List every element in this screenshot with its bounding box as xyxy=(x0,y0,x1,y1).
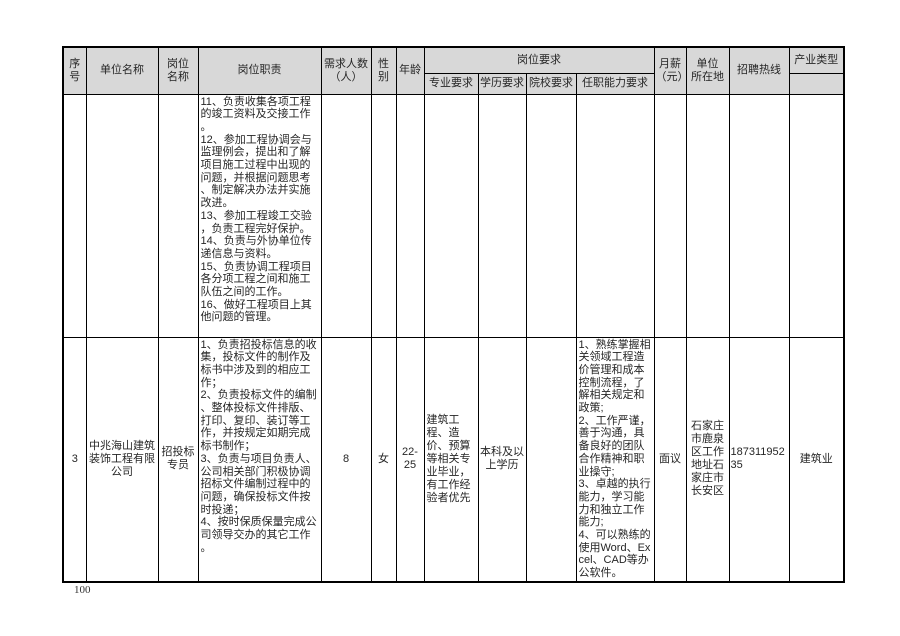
table-row-3: 3 中兆海山建筑装饰工程有限公司 招投标专员 1、负责招投标信息的收集，投标文件… xyxy=(62,336,845,583)
header-competency-requirement: 任职能力要求 xyxy=(575,72,655,95)
row0-cell-gender xyxy=(370,93,397,338)
header-serial-number: 序号 xyxy=(62,46,87,95)
row1-cell-school xyxy=(525,336,577,583)
row0-cell-salary xyxy=(653,93,687,338)
header-industry-type: 产业类型 xyxy=(788,46,845,74)
row0-cell-age xyxy=(395,93,425,338)
row1-cell-gender: 女 xyxy=(370,336,397,583)
row1-cell-serial: 3 xyxy=(62,336,87,583)
header-job-requirements-group: 岗位要求 xyxy=(423,46,655,74)
row0-cell-serial xyxy=(62,93,87,338)
header-position-name: 岗位 名称 xyxy=(157,46,199,95)
row1-cell-education: 本科及以上学历 xyxy=(477,336,527,583)
row0-cell-industry xyxy=(788,93,845,338)
table-header: 序号 单位名称 岗位 名称 岗位职责 需求人数 （人） 性 别 年龄 岗位要求 … xyxy=(62,46,845,95)
row0-cell-school xyxy=(525,93,577,338)
header-age: 年龄 xyxy=(395,46,425,95)
row0-cell-major xyxy=(423,93,479,338)
row0-cell-unit xyxy=(85,93,159,338)
row1-cell-duties: 1、负责招投标信息的收集，投标文件的制作及标书中涉及到的相应工作； 2、负责投标… xyxy=(197,336,322,583)
page-number: 100 xyxy=(74,584,91,596)
row0-cell-hotline xyxy=(728,93,790,338)
header-industry-type-sub xyxy=(788,72,845,95)
header-school-requirement: 院校要求 xyxy=(525,72,577,95)
row1-cell-location: 石家庄市鹿泉区工作地址石家庄市长安区 xyxy=(685,336,730,583)
row1-cell-salary: 面议 xyxy=(653,336,687,583)
row0-cell-competency xyxy=(575,93,655,338)
row1-cell-hotline: 18731195235 xyxy=(728,336,790,583)
row0-cell-headcount xyxy=(320,93,372,338)
table-row-continuation: 11、负责收集各项工程的竣工资料及交接工作。 12、参加工程协调会与监理例会，提… xyxy=(62,93,845,338)
header-headcount: 需求人数 （人） xyxy=(320,46,372,95)
row1-cell-age: 22-25 xyxy=(395,336,425,583)
row1-cell-major: 建筑工程、造价、预算等相关专业毕业，有工作经验者优先 xyxy=(423,336,479,583)
header-gender: 性 别 xyxy=(370,46,397,95)
header-unit-name: 单位名称 xyxy=(85,46,159,95)
row0-cell-duties: 11、负责收集各项工程的竣工资料及交接工作。 12、参加工程协调会与监理例会，提… xyxy=(197,93,322,338)
recruitment-table: 序号 单位名称 岗位 名称 岗位职责 需求人数 （人） 性 别 年龄 岗位要求 … xyxy=(62,46,845,583)
header-job-duties: 岗位职责 xyxy=(197,46,322,95)
header-education-requirement: 学历要求 xyxy=(477,72,527,95)
row0-cell-education xyxy=(477,93,527,338)
row0-cell-position xyxy=(157,93,199,338)
row1-cell-industry: 建筑业 xyxy=(788,336,845,583)
header-recruitment-hotline: 招聘热线 xyxy=(728,46,790,95)
row0-cell-location xyxy=(685,93,730,338)
row1-cell-position: 招投标专员 xyxy=(157,336,199,583)
header-major-requirement: 专业要求 xyxy=(423,72,479,95)
row1-cell-unit: 中兆海山建筑装饰工程有限公司 xyxy=(85,336,159,583)
row1-cell-competency: 1、熟练掌握相关领域工程造价管理和成本控制流程，了解相关规定和政策; 2、工作严… xyxy=(575,336,655,583)
header-unit-location: 单位 所在地 xyxy=(685,46,730,95)
row1-cell-headcount: 8 xyxy=(320,336,372,583)
header-monthly-salary: 月薪 （元） xyxy=(653,46,687,95)
